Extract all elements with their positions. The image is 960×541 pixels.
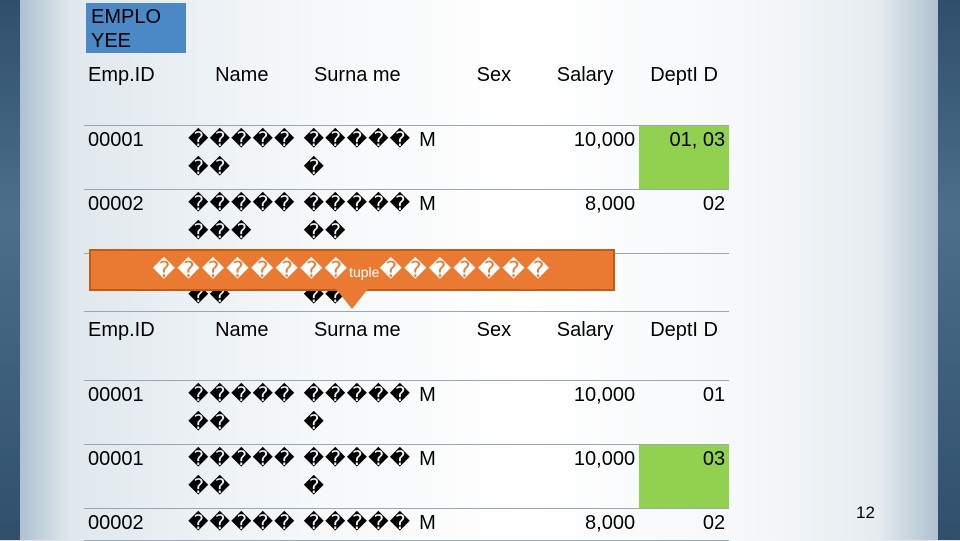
cell-sex: M — [415, 508, 532, 541]
cell-surname: ����� — [299, 508, 416, 541]
header-name: Name — [184, 316, 300, 381]
header-deptid: DeptI D — [639, 316, 730, 381]
header-salary: Salary — [531, 61, 640, 126]
table-title: EMPLO YEE — [86, 3, 186, 53]
left-decorative-band — [0, 0, 20, 540]
header-row: Emp.ID Name Surna me Sex Salary DeptI D — [84, 316, 730, 381]
cell-empid: 00001 — [84, 125, 184, 190]
cell-empid: 00002 — [84, 189, 184, 254]
table-row: 00002 ����� ����� M 8,000 02 — [84, 508, 730, 541]
down-arrow-icon — [336, 289, 368, 309]
name-line1: ����� — [188, 383, 296, 406]
name-line2: �� — [188, 156, 232, 179]
cell-surname: ����� �� — [299, 189, 416, 254]
cell-sex: M — [415, 125, 532, 190]
cell-salary: 10,000 — [531, 380, 640, 445]
cell-empid: 00001 — [84, 444, 184, 509]
table-row: 00001 ����� �� ����� � M 10,000 01, 03 — [84, 125, 730, 190]
cell-dept-highlighted: 01, 03 — [639, 125, 730, 190]
table-row: 00001 ����� �� ����� � M 10,000 03 — [84, 444, 730, 509]
cell-surname: ����� � — [299, 444, 416, 509]
header-name: Name — [184, 61, 300, 126]
header-deptid: DeptI D — [639, 61, 730, 126]
surname-line2: � — [303, 475, 326, 498]
cell-sex: M — [415, 444, 532, 509]
surname-line2: �� — [303, 220, 347, 243]
cell-salary: 8,000 — [531, 189, 640, 254]
page-number: 12 — [856, 503, 875, 522]
cell-dept: 02 — [639, 508, 730, 541]
cell-salary: 10,000 — [531, 444, 640, 509]
surname-line1: ����� — [303, 192, 412, 215]
header-sex: Sex — [415, 316, 532, 381]
name-line2: �� — [188, 411, 232, 434]
name-line1: ����� — [188, 128, 296, 151]
surname-line1: ����� — [303, 128, 412, 151]
employee-table-2: Emp.ID Name Surna me Sex Salary DeptI D … — [84, 316, 730, 541]
cell-name: ����� — [184, 508, 300, 541]
table-row: 00001 ����� �� ����� � M 10,000 01 — [84, 380, 730, 445]
cell-dept: 02 — [639, 189, 730, 254]
cell-surname: ����� � — [299, 125, 416, 190]
cell-empid: 00002 — [84, 508, 184, 541]
table-row: 00002 ����� ��� ����� �� M 8,000 02 — [84, 189, 730, 254]
surname-line2: � — [303, 411, 326, 434]
cell-sex: M — [415, 380, 532, 445]
cell-name: ����� ��� — [184, 189, 300, 254]
callout-prefix: �������� — [152, 257, 350, 282]
header-sex: Sex — [415, 61, 532, 126]
cell-dept: 01 — [639, 380, 730, 445]
cell-empid: 00001 — [84, 380, 184, 445]
cell-salary: 8,000 — [531, 508, 640, 541]
cell-salary: 10,000 — [531, 125, 640, 190]
surname-line2: � — [303, 156, 326, 179]
name-line2: ��� — [188, 220, 253, 243]
surname-line1: ����� — [303, 383, 412, 406]
cell-name: ����� �� — [184, 125, 300, 190]
right-decorative-band — [938, 0, 960, 540]
header-empid: Emp.ID — [84, 61, 184, 126]
cell-surname: ����� � — [299, 380, 416, 445]
callout-word: tuple — [349, 264, 380, 280]
callout-suffix: ������� — [379, 257, 552, 282]
cell-name: ����� �� — [184, 380, 300, 445]
header-row: Emp.ID Name Surna me Sex Salary DeptI D — [84, 61, 730, 126]
cell-name: ����� �� — [184, 444, 300, 509]
cell-dept-highlighted: 03 — [639, 444, 730, 509]
name-line1: ����� — [188, 447, 296, 470]
cell-dept — [639, 253, 730, 312]
surname-line1: ����� — [303, 447, 412, 470]
employee-table-1: Emp.ID Name Surna me Sex Salary DeptI D … — [84, 61, 730, 312]
right-soft-gradient — [878, 0, 938, 540]
header-empid: Emp.ID — [84, 316, 184, 381]
name-line2: �� — [188, 475, 232, 498]
header-surname: Surna me — [299, 316, 416, 381]
left-soft-gradient — [20, 0, 70, 540]
name-line1: ����� — [188, 192, 296, 215]
header-salary: Salary — [531, 316, 640, 381]
cell-sex: M — [415, 189, 532, 254]
header-surname: Surna me — [299, 61, 416, 126]
